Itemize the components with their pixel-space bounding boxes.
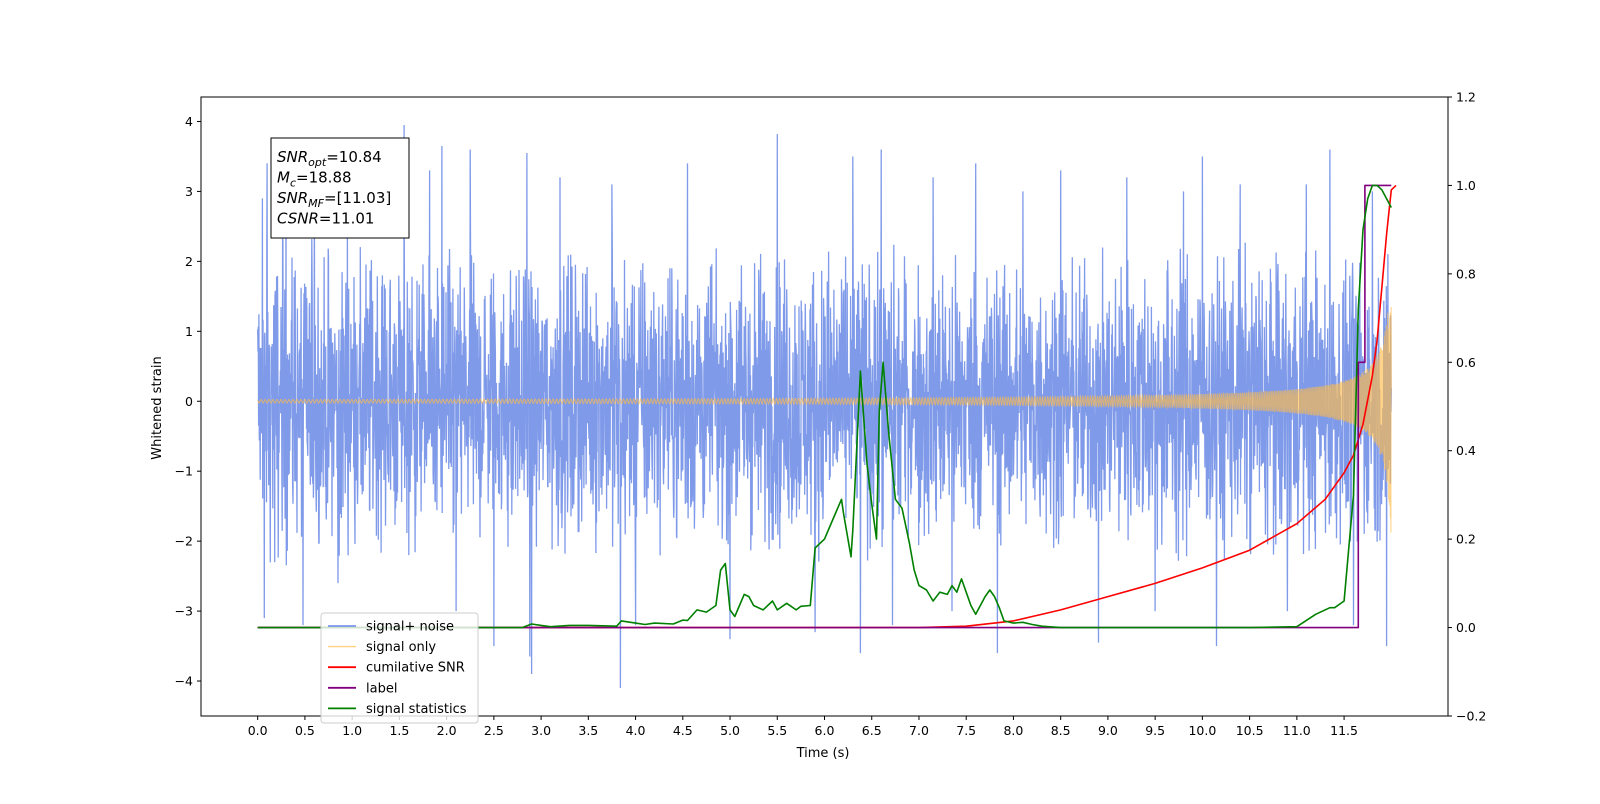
- plot-content: [257, 124, 1397, 689]
- x-tick-label: 10.0: [1188, 723, 1216, 738]
- x-tick-label: 1.0: [342, 723, 362, 738]
- y2-tick-label: −0.2: [1456, 709, 1486, 724]
- annotation-frame: [270, 137, 410, 239]
- legend: signal+ noise signal only cumilative SNR la…: [320, 612, 479, 724]
- series-signal-noise: [257, 124, 1392, 689]
- y-tick-label: 0: [185, 394, 193, 409]
- y-axis: −4 −3 −2 −1 0 1 2 3 4: [175, 114, 201, 689]
- x-tick-label: 8.5: [1051, 723, 1071, 738]
- x-tick-label: 0.0: [248, 723, 268, 738]
- y2-tick-label: 1.0: [1456, 178, 1476, 193]
- annotation-line: Mc=18.88: [277, 169, 352, 190]
- x-tick-label: 8.0: [1003, 723, 1023, 738]
- series-signal-only: [257, 306, 1392, 533]
- y-tick-label: 2: [185, 254, 193, 269]
- legend-entry: cumilative SNR: [366, 661, 465, 676]
- x-tick-label: 0.5: [295, 723, 315, 738]
- y-tick-label: 4: [185, 114, 193, 129]
- x-tick-label: 11.5: [1330, 723, 1358, 738]
- legend-entry: signal statistics: [366, 702, 467, 717]
- y2-tick-label: 0.2: [1456, 532, 1476, 547]
- y-tick-label: −3: [175, 604, 193, 619]
- x-tick-label: 6.0: [815, 723, 835, 738]
- x-tick-label: 2.0: [437, 723, 457, 738]
- annotation-line: SNRopt=10.84: [277, 148, 382, 169]
- legend-entry: signal only: [366, 640, 436, 655]
- y2-tick-label: 0.6: [1456, 355, 1476, 370]
- y-tick-label: −1: [175, 464, 193, 479]
- y2-tick-label: 0.8: [1456, 266, 1476, 281]
- y-tick-label: −4: [175, 674, 193, 689]
- y2-tick-label: 1.2: [1456, 90, 1476, 105]
- x-tick-label: 9.0: [1098, 723, 1118, 738]
- x-axis-label: Time (s): [796, 746, 850, 761]
- y-tick-label: 3: [185, 184, 193, 199]
- x-tick-label: 9.5: [1145, 723, 1165, 738]
- series-cumilative-snr: [257, 184, 1397, 629]
- x-tick-label: 7.5: [956, 723, 976, 738]
- x-tick-label: 3.0: [531, 723, 551, 738]
- x-tick-label: 10.5: [1236, 723, 1264, 738]
- x-tick-label: 3.5: [578, 723, 598, 738]
- annotation-line: SNRMF=[11.03]: [277, 189, 391, 210]
- y2-axis: −0.2 0.0 0.2 0.4 0.6 0.8 1.0 1.2: [1448, 90, 1486, 724]
- x-tick-label: 6.5: [862, 723, 882, 738]
- x-tick-label: 11.0: [1283, 723, 1311, 738]
- y2-tick-label: 0.0: [1456, 620, 1476, 635]
- series-signal-statistics: [257, 184, 1393, 629]
- x-tick-label: 5.0: [720, 723, 740, 738]
- y-tick-label: −2: [175, 534, 193, 549]
- y-tick-label: 1: [185, 324, 193, 339]
- x-axis: 0.0 0.5 1.0 1.5 2.0 2.5 3.0 3.5 4.0 4.5 5.0 5.5 6.0 6…: [248, 716, 1358, 738]
- x-tick-label: 5.5: [767, 723, 787, 738]
- y-axis-label: Whitened strain: [150, 356, 165, 459]
- legend-entry: signal+ noise: [366, 620, 454, 635]
- annotation-box: SNRopt=10.84Mc=18.88SNRMF=[11.03]CSNR=11…: [270, 137, 410, 239]
- x-tick-label: 4.5: [673, 723, 693, 738]
- x-tick-label: 4.0: [626, 723, 646, 738]
- x-tick-label: 2.5: [484, 723, 504, 738]
- x-tick-label: 7.0: [909, 723, 929, 738]
- y2-tick-label: 0.4: [1456, 443, 1476, 458]
- x-tick-label: 1.5: [389, 723, 409, 738]
- legend-frame: [320, 612, 479, 724]
- legend-entry: label: [366, 681, 397, 696]
- annotation-line: CSNR=11.01: [277, 210, 374, 228]
